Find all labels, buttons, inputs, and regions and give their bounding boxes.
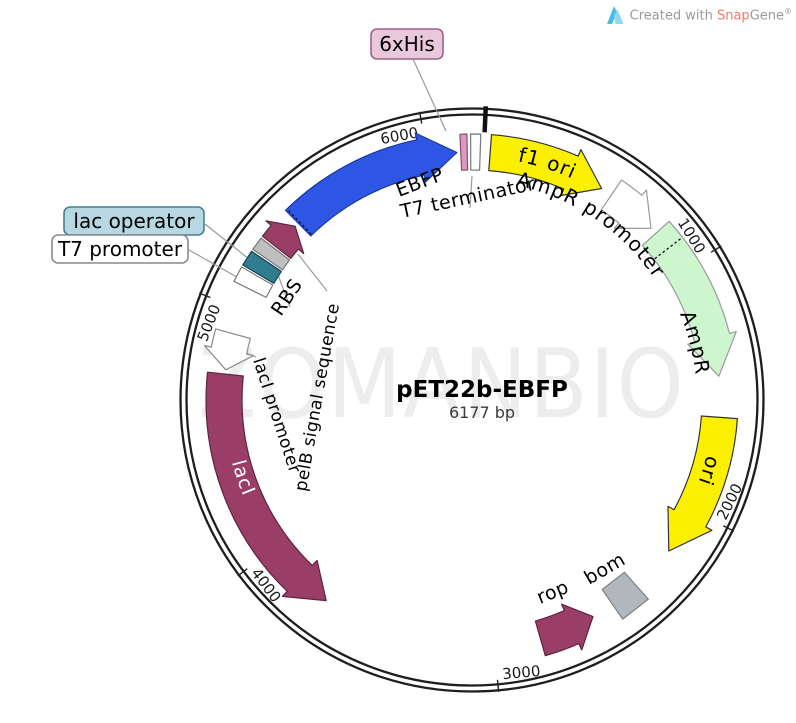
brand-snap: Snap [716, 8, 750, 24]
feature-ori[interactable] [667, 415, 738, 552]
tick-6000 [418, 111, 423, 124]
watermark-text: ZOMANBIO [198, 330, 686, 440]
feature-ebfp[interactable] [285, 132, 458, 237]
feature-laci-promoter[interactable] [203, 328, 255, 371]
leader-t7-terminator [469, 175, 473, 209]
callout-label-t7_promoter: T7 promoter [57, 237, 183, 261]
origin-tick [482, 106, 489, 133]
tick-5000 [198, 292, 211, 299]
feature-rop[interactable] [534, 603, 594, 657]
feature-pelb[interactable] [261, 220, 305, 259]
plasmid-backbone-inner-ring [185, 113, 759, 687]
snapgene-logo-icon [606, 6, 624, 24]
feature-lac-operator[interactable] [242, 250, 282, 284]
callout-label-sixhis: 6xHis [379, 32, 435, 56]
plasmid-backbone-outer-ring [179, 107, 765, 693]
callout-box-sixhis[interactable] [370, 28, 444, 60]
feature-divider-ebfp [287, 209, 312, 235]
feature-ampr-promoter[interactable] [600, 179, 652, 229]
feature-laci[interactable] [205, 371, 327, 602]
leader-pelb [297, 253, 328, 292]
feature-t7-promoter[interactable] [233, 266, 274, 298]
callout-sixhis[interactable]: 6xHis [370, 28, 444, 60]
leader-sixhis [412, 58, 447, 132]
feature-f1-ori[interactable] [488, 134, 603, 197]
feature-bom[interactable] [601, 571, 649, 620]
feature-label-rop: rop [534, 576, 572, 609]
tick-3000 [496, 679, 500, 692]
feature-divider-ampr [654, 237, 683, 260]
feature-t7-terminator[interactable] [470, 133, 482, 171]
tick-label-3000: 3000 [502, 662, 542, 683]
feature-sixhis[interactable] [459, 133, 469, 171]
plasmid-title: pET22b-EBFP [396, 377, 568, 403]
tick-1000 [710, 245, 722, 253]
callout-box-t7_promoter[interactable] [51, 234, 189, 264]
callout-label-lac_operator: lac operator [73, 209, 195, 233]
label-arc-ampr [593, 314, 697, 590]
callout-lac_operator[interactable]: lac operator [63, 206, 205, 236]
callout-t7_promoter[interactable]: T7 promoter [51, 234, 189, 264]
feature-label-pelb: pelB signal sequence [291, 302, 344, 493]
feature-ampr[interactable] [641, 220, 737, 377]
plasmid-size-label: 6177 bp [449, 403, 515, 422]
tick-4000 [237, 568, 248, 577]
credit-bar: Created with SnapGene® [606, 5, 792, 26]
tick-2000 [722, 525, 735, 532]
feature-rbs[interactable] [252, 237, 291, 271]
credit-text: Created with SnapGene® [629, 7, 792, 24]
